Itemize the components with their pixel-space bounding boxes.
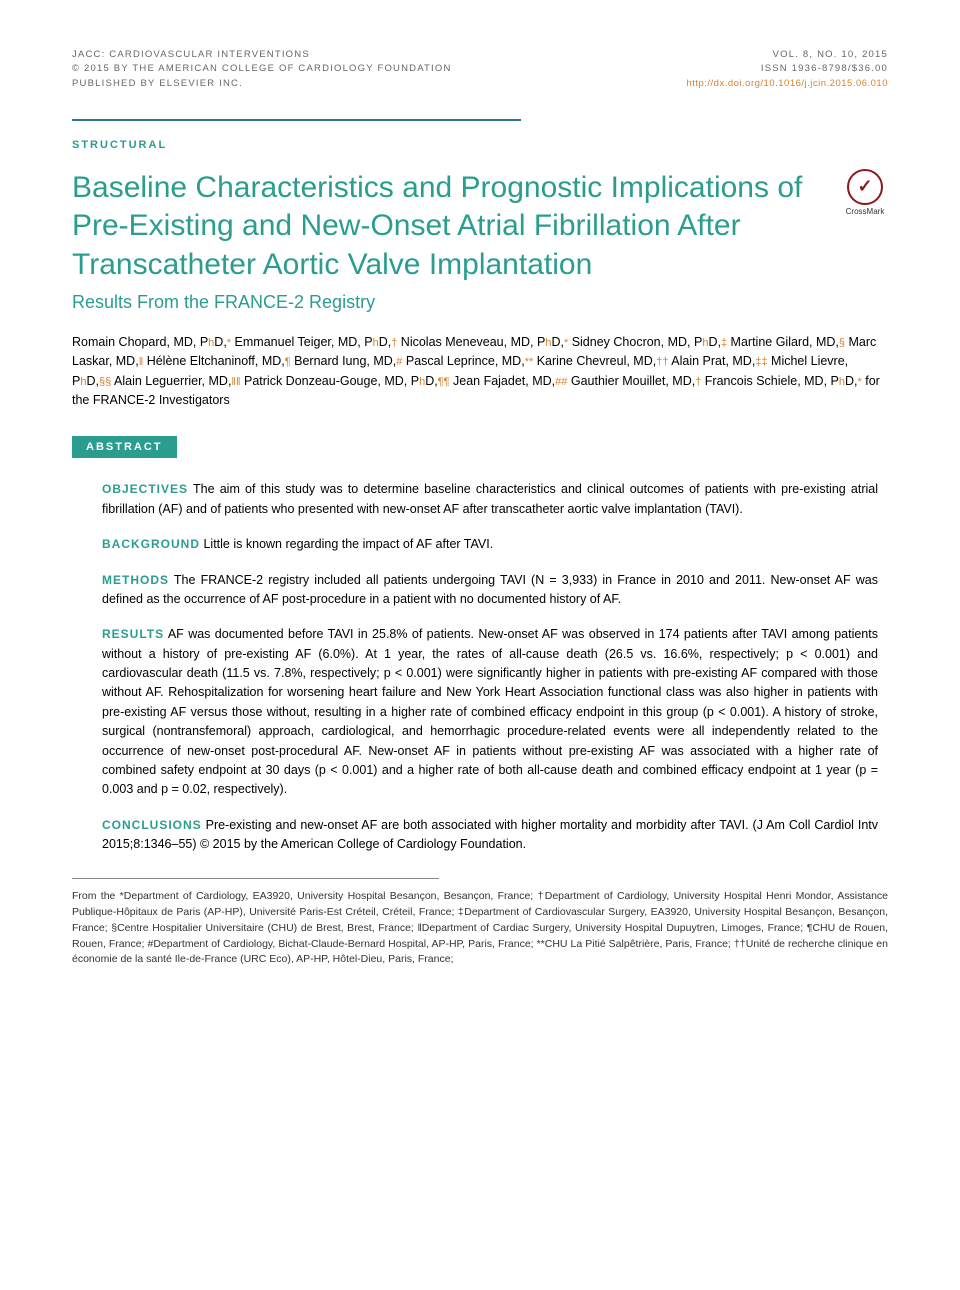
- journal-name: JACC: CARDIOVASCULAR INTERVENTIONS: [72, 48, 452, 62]
- abstract-methods-text: The FRANCE-2 registry included all patie…: [102, 573, 878, 606]
- volume-issue: VOL. 8, NO. 10, 2015: [686, 48, 888, 62]
- abstract-results: RESULTS AF was documented before TAVI in…: [102, 625, 878, 799]
- author-list: Romain Chopard, MD, PhD,* Emmanuel Teige…: [72, 333, 888, 411]
- section-tag: STRUCTURAL: [72, 139, 888, 151]
- abstract-background: BACKGROUND Little is known regarding the…: [102, 535, 878, 554]
- crossmark-badge[interactable]: ✓ CrossMark: [842, 169, 888, 216]
- abstract-body: OBJECTIVES The aim of this study was to …: [72, 480, 888, 854]
- abstract-conclusions-text: Pre-existing and new-onset AF are both a…: [102, 818, 878, 851]
- doi-link[interactable]: http://dx.doi.org/10.1016/j.jcin.2015.06…: [686, 77, 888, 91]
- abstract-label-background: BACKGROUND: [102, 537, 200, 551]
- running-header: JACC: CARDIOVASCULAR INTERVENTIONS © 201…: [72, 48, 888, 91]
- affiliations: From the *Department of Cardiology, EA39…: [72, 889, 888, 968]
- abstract-tag: ABSTRACT: [72, 436, 177, 458]
- abstract-label-conclusions: CONCLUSIONS: [102, 818, 202, 832]
- abstract-label-results: RESULTS: [102, 627, 164, 641]
- abstract-conclusions: CONCLUSIONS Pre-existing and new-onset A…: [102, 816, 878, 855]
- article-title: Baseline Characteristics and Prognostic …: [72, 169, 826, 284]
- header-right: VOL. 8, NO. 10, 2015 ISSN 1936-8798/$36.…: [686, 48, 888, 91]
- page-container: JACC: CARDIOVASCULAR INTERVENTIONS © 201…: [0, 0, 960, 1008]
- header-left: JACC: CARDIOVASCULAR INTERVENTIONS © 201…: [72, 48, 452, 91]
- abstract-objectives: OBJECTIVES The aim of this study was to …: [102, 480, 878, 519]
- publisher-line: PUBLISHED BY ELSEVIER INC.: [72, 77, 452, 91]
- abstract-results-text: AF was documented before TAVI in 25.8% o…: [102, 627, 878, 796]
- bottom-divider: [72, 878, 439, 879]
- abstract-label-methods: METHODS: [102, 573, 169, 587]
- copyright-line: © 2015 BY THE AMERICAN COLLEGE OF CARDIO…: [72, 62, 452, 76]
- abstract-label-objectives: OBJECTIVES: [102, 482, 188, 496]
- title-block: Baseline Characteristics and Prognostic …: [72, 169, 826, 333]
- top-divider: [72, 119, 521, 121]
- title-row: Baseline Characteristics and Prognostic …: [72, 169, 888, 333]
- crossmark-label: CrossMark: [842, 207, 888, 216]
- article-subtitle: Results From the FRANCE-2 Registry: [72, 292, 826, 313]
- issn-line: ISSN 1936-8798/$36.00: [686, 62, 888, 76]
- abstract-background-text: Little is known regarding the impact of …: [203, 537, 493, 551]
- abstract-objectives-text: The aim of this study was to determine b…: [102, 482, 878, 515]
- abstract-methods: METHODS The FRANCE-2 registry included a…: [102, 571, 878, 610]
- crossmark-icon: ✓: [847, 169, 883, 205]
